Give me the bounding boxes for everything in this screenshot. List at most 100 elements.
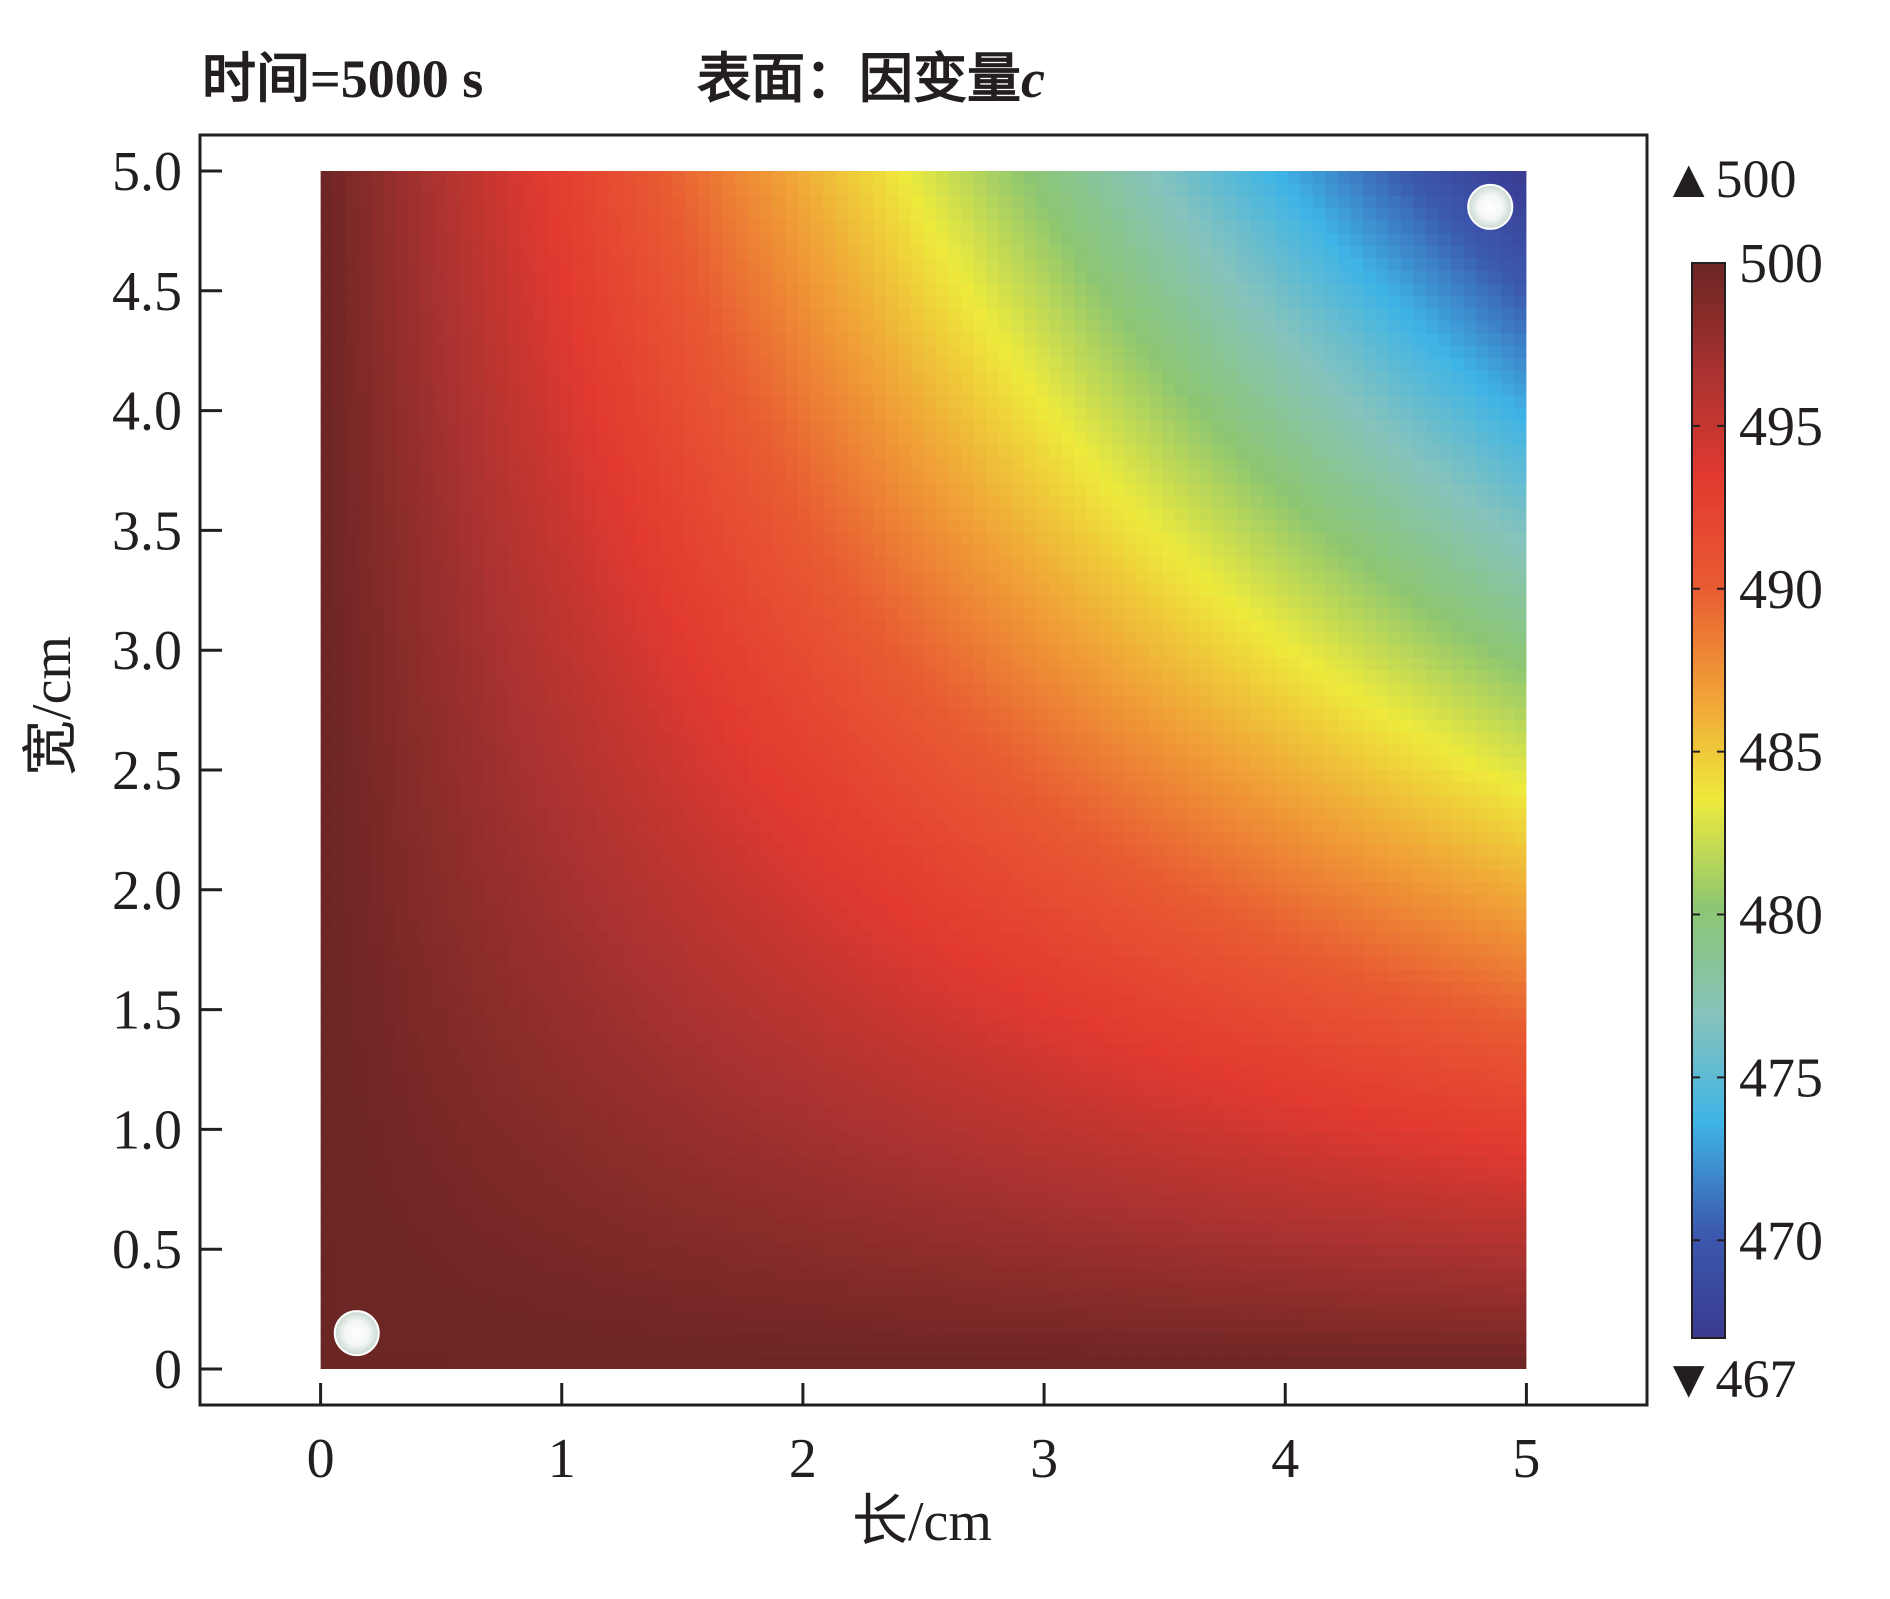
heatmap-cell — [961, 433, 975, 447]
heatmap-cell — [584, 270, 598, 285]
heatmap-cell — [659, 944, 674, 958]
heatmap-cell — [446, 545, 460, 559]
heatmap-cell — [458, 582, 473, 597]
heatmap-cell — [823, 1082, 837, 1096]
heatmap-cell — [697, 1094, 711, 1108]
heatmap-cell — [622, 720, 636, 734]
heatmap-cell — [320, 657, 334, 671]
heatmap-cell — [684, 932, 699, 946]
heatmap-cell — [458, 919, 473, 934]
heatmap-cell — [358, 994, 372, 1008]
heatmap-cell — [961, 1331, 975, 1345]
heatmap-cell — [421, 1069, 435, 1083]
heatmap-cell — [546, 1019, 561, 1033]
heatmap-cell — [471, 482, 485, 497]
heatmap-cell — [571, 295, 586, 310]
heatmap-cell — [772, 1156, 787, 1171]
heatmap-cell — [584, 1007, 598, 1021]
heatmap-cell — [634, 1194, 648, 1208]
heatmap-cell — [534, 757, 548, 771]
heatmap-cell — [383, 1082, 397, 1096]
heatmap-cell — [823, 1169, 837, 1183]
heatmap-cell — [345, 545, 360, 559]
heatmap-cell — [546, 757, 561, 771]
heatmap-cell — [521, 545, 535, 559]
heatmap-cell — [596, 1331, 611, 1345]
heatmap-cell — [320, 1244, 334, 1258]
heatmap-cell — [534, 894, 548, 909]
heatmap-cell — [898, 333, 912, 347]
heatmap-cell — [747, 345, 762, 359]
heatmap-cell — [697, 620, 711, 634]
heatmap-cell — [446, 470, 460, 484]
heatmap-cell — [910, 1094, 925, 1108]
heatmap-cell — [961, 1256, 975, 1271]
heatmap-cell — [320, 844, 334, 859]
heatmap-cell — [898, 195, 912, 210]
heatmap-cell — [421, 919, 435, 934]
heatmap-cell — [458, 1094, 473, 1108]
heatmap-cell — [508, 607, 523, 622]
heatmap-cell — [320, 333, 334, 347]
heatmap-cell — [672, 270, 686, 285]
heatmap-cell — [433, 170, 447, 185]
heatmap-cell — [433, 208, 447, 222]
heatmap-cell — [609, 982, 623, 996]
heatmap-cell — [609, 1344, 623, 1358]
heatmap-cell — [785, 1356, 799, 1370]
heatmap-cell — [496, 233, 510, 247]
heatmap-cell — [383, 258, 397, 272]
heatmap-cell — [584, 857, 598, 871]
heatmap-cell — [910, 745, 925, 759]
heatmap-cell — [785, 1194, 799, 1208]
heatmap-cell — [923, 308, 937, 322]
heatmap-cell — [823, 832, 837, 846]
heatmap-cell — [584, 445, 598, 459]
heatmap-cell — [747, 632, 762, 646]
heatmap-cell — [383, 170, 397, 185]
heatmap-cell — [860, 607, 875, 622]
heatmap-cell — [446, 445, 460, 459]
heatmap-cell — [709, 383, 724, 397]
heatmap-cell — [634, 969, 648, 983]
heatmap-cell — [948, 1269, 962, 1283]
heatmap-cell — [584, 919, 598, 934]
heatmap-cell — [772, 1119, 787, 1133]
heatmap-cell — [810, 545, 824, 559]
heatmap-cell — [835, 545, 849, 559]
heatmap-cell — [383, 1032, 397, 1046]
heatmap-cell — [823, 208, 837, 222]
heatmap-cell — [584, 532, 598, 547]
heatmap-cell — [559, 433, 573, 447]
heatmap-cell — [835, 620, 849, 634]
heatmap-cell — [873, 1144, 887, 1158]
heatmap-cell — [697, 832, 711, 846]
heatmap-cell — [345, 408, 360, 422]
heatmap-cell — [735, 270, 749, 285]
heatmap-cell — [433, 457, 447, 472]
heatmap-cell — [534, 507, 548, 522]
heatmap-cell — [659, 1032, 674, 1046]
heatmap-cell — [898, 982, 912, 996]
heatmap-cell — [521, 1244, 535, 1258]
heatmap-cell — [358, 358, 372, 372]
heatmap-cell — [521, 844, 535, 859]
heatmap-cell — [848, 557, 862, 572]
heatmap-cell — [408, 732, 422, 746]
heatmap-cell — [948, 1256, 962, 1271]
heatmap-cell — [910, 1169, 925, 1183]
heatmap-cell — [471, 620, 485, 634]
heatmap-cell — [496, 482, 510, 497]
heatmap-cell — [571, 682, 586, 696]
heatmap-cell — [395, 1231, 410, 1246]
heatmap-cell — [659, 819, 674, 834]
heatmap-cell — [521, 982, 535, 996]
heatmap-cell — [471, 220, 485, 235]
heatmap-cell — [584, 907, 598, 921]
heatmap-cell — [747, 957, 762, 971]
heatmap-cell — [559, 308, 573, 322]
heatmap-cell — [521, 770, 535, 784]
heatmap-cell — [709, 1094, 724, 1108]
heatmap-cell — [458, 982, 473, 996]
heatmap-cell — [345, 532, 360, 547]
